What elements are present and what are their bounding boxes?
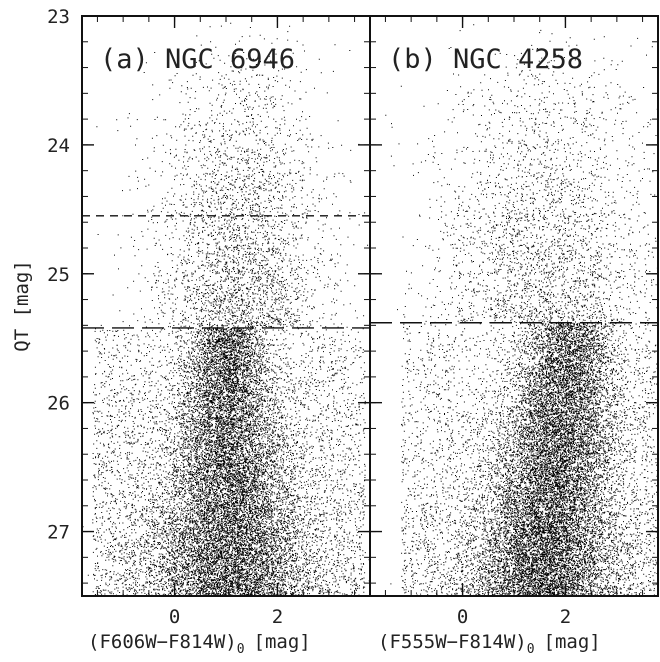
- x-tick-label: 0: [457, 606, 468, 628]
- x-axis-unit-ngc6946: [mag]: [254, 631, 311, 653]
- x-axis-subscript-ngc6946: 0: [237, 642, 245, 657]
- panel-title-ngc4258: (b) NGC 4258: [388, 44, 583, 75]
- y-tick-label: 24: [47, 135, 70, 157]
- x-tick-label: 2: [560, 606, 571, 628]
- x-axis-title-ngc4258: (F555W−F814W)0 [mag]: [378, 631, 601, 657]
- y-tick-label: 25: [47, 264, 70, 286]
- panel-title-ngc6946: (a) NGC 6946: [100, 44, 295, 75]
- plot-frame-ngc4258: [369, 15, 659, 597]
- reference-lines-ngc6946: [82, 215, 370, 329]
- x-tick-label: 2: [272, 606, 283, 628]
- star-point-cloud: [385, 24, 659, 597]
- x-axis-unit-ngc4258: [mag]: [544, 631, 601, 653]
- x-axis-label-ngc6946: (F606W−F814W): [88, 631, 237, 653]
- x-axis-title-ngc6946: (F606W−F814W)0 [mag]: [88, 631, 311, 657]
- x-axis-label-ngc4258: (F555W−F814W): [378, 631, 527, 653]
- y-tick-label: 23: [47, 6, 70, 28]
- x-axis-subscript-ngc4258: 0: [527, 642, 535, 657]
- y-tick-label: 26: [47, 393, 70, 415]
- star-points-ngc4258: [385, 24, 659, 597]
- y-tick-label: 27: [47, 522, 70, 544]
- y-axis-title: QT [mag]: [11, 260, 33, 352]
- x-tick-label: 0: [169, 606, 180, 628]
